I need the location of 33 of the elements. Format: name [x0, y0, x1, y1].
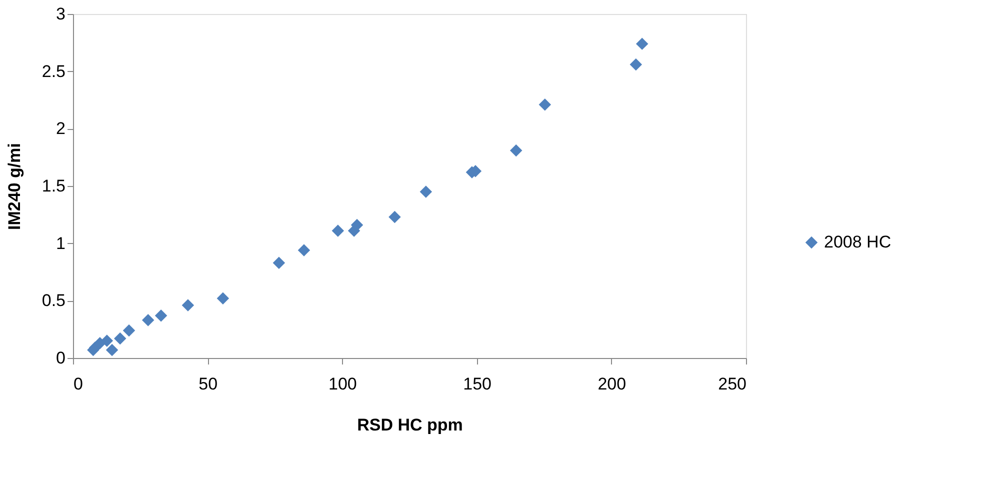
x-axis-title: RSD HC ppm [357, 416, 463, 434]
point [122, 324, 136, 337]
y-tick-label: 0 [56, 348, 66, 368]
y-tick-label: 3 [56, 4, 66, 24]
point [216, 292, 230, 304]
point [538, 98, 552, 111]
point [332, 224, 344, 237]
point [510, 144, 522, 157]
y-tick-label: 2 [56, 119, 66, 138]
legend-label: 2008 HC [824, 232, 892, 252]
point [298, 244, 310, 256]
point [154, 309, 168, 322]
y-tick-label: 0.5 [42, 291, 66, 310]
point [106, 344, 118, 356]
y-tick-label: 2.5 [42, 62, 66, 81]
y-tick-label: 1.5 [42, 176, 66, 196]
x-tick-label: 200 [598, 374, 626, 394]
x-tick-label: 50 [198, 374, 218, 394]
point [142, 314, 154, 326]
point [388, 210, 401, 224]
point [182, 299, 194, 312]
point [100, 334, 114, 347]
point [272, 256, 286, 269]
x-tick-label: 250 [718, 374, 746, 394]
x-tick-label: 100 [328, 374, 357, 394]
point [630, 58, 642, 71]
point [114, 332, 126, 345]
x-tick-label: 150 [463, 374, 492, 394]
x-tick-label: 0 [74, 374, 83, 394]
y-tick-label: 1 [56, 234, 66, 253]
point [420, 186, 432, 198]
y-axis-title: IM240 g/mi [4, 143, 24, 230]
point [636, 38, 648, 50]
